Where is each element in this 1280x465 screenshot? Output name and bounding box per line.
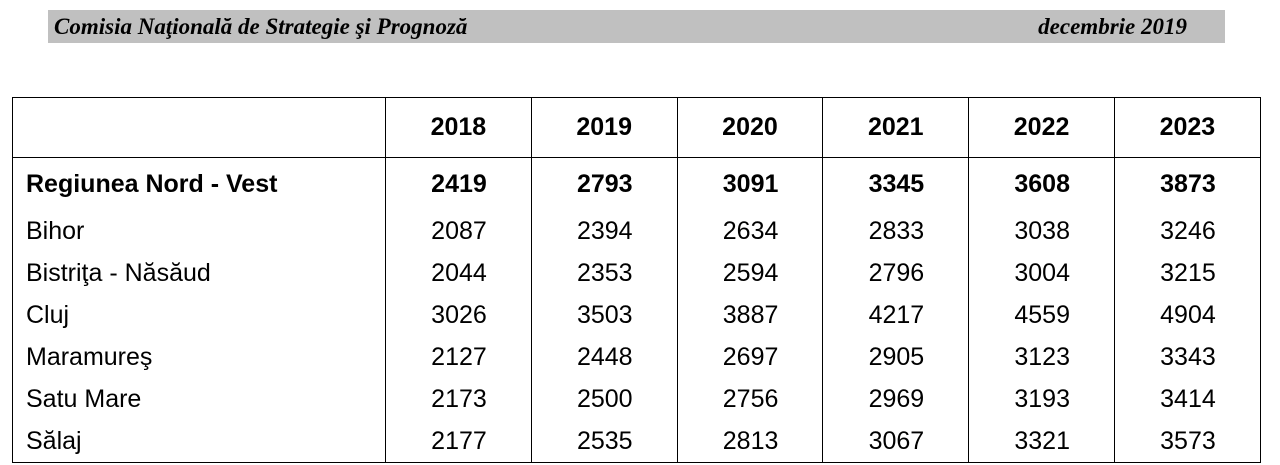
cell-value: 2833	[822, 210, 970, 252]
cell-value: 3067	[822, 420, 970, 463]
cell-value: 2535	[531, 420, 678, 463]
cell-value: 3123	[968, 336, 1115, 378]
table-row: Bistriţa - Năsăud 2044 2353 2594 2796 30…	[12, 252, 1261, 294]
cell-value: 3573	[1114, 420, 1261, 463]
row-label: Bistriţa - Năsăud	[12, 252, 386, 294]
cell-value: 4904	[1114, 294, 1261, 336]
cell-value: 2756	[677, 378, 824, 420]
table-row: Sălaj 2177 2535 2813 3067 3321 3573	[12, 420, 1261, 463]
cell-value: 2500	[531, 378, 678, 420]
table-row: Satu Mare 2173 2500 2756 2969 3193 3414	[12, 378, 1261, 420]
cell-value: 2394	[531, 210, 678, 252]
row-label: Satu Mare	[12, 378, 386, 420]
cell-value: 2796	[822, 252, 970, 294]
table-row: Bihor 2087 2394 2634 2833 3038 3246	[12, 210, 1261, 252]
row-label: Bihor	[12, 210, 386, 252]
cell-value: 2813	[677, 420, 824, 463]
header-cell-year: 2018	[385, 97, 532, 158]
cell-value: 2594	[677, 252, 824, 294]
cell-value: 4559	[968, 294, 1115, 336]
cell-value: 4217	[822, 294, 970, 336]
header-cell-empty	[12, 97, 386, 158]
cell-value: 3503	[531, 294, 678, 336]
cell-value: 3414	[1114, 378, 1261, 420]
cell-value: 2969	[822, 378, 970, 420]
table-row: Cluj 3026 3503 3887 4217 4559 4904	[12, 294, 1261, 336]
cell-value: 2419	[385, 157, 532, 210]
cell-value: 2448	[531, 336, 678, 378]
cell-value: 3343	[1114, 336, 1261, 378]
data-table: 2018 2019 2020 2021 2022 2023 Regiunea N…	[12, 97, 1261, 463]
header-row: 2018 2019 2020 2021 2022 2023	[12, 97, 1261, 158]
header-cell-year: 2022	[968, 97, 1115, 158]
cell-value: 2905	[822, 336, 970, 378]
cell-value: 3026	[385, 294, 532, 336]
cell-value: 3887	[677, 294, 824, 336]
cell-value: 2697	[677, 336, 824, 378]
cell-value: 2793	[531, 157, 678, 210]
header-cell-year: 2019	[530, 97, 678, 158]
cell-value: 2044	[385, 252, 532, 294]
report-date: decembrie 2019	[1038, 14, 1187, 39]
row-label: Maramureş	[12, 336, 386, 378]
cell-value: 3873	[1114, 157, 1261, 210]
row-label: Sălaj	[12, 420, 386, 463]
cell-value: 3038	[968, 210, 1115, 252]
cell-value: 2173	[385, 378, 532, 420]
table-row: Regiunea Nord - Vest 2419 2793 3091 3345…	[12, 157, 1261, 210]
cell-value: 2177	[385, 420, 532, 463]
row-label: Cluj	[12, 294, 386, 336]
header-bar: Comisia Naţională de Strategie şi Progno…	[48, 10, 1225, 43]
cell-value: 2127	[385, 336, 532, 378]
cell-value: 3193	[968, 378, 1115, 420]
header-cell-year: 2023	[1113, 97, 1261, 158]
table-row: Maramureş 2127 2448 2697 2905 3123 3343	[12, 336, 1261, 378]
cell-value: 2634	[677, 210, 824, 252]
cell-value: 3345	[822, 157, 970, 210]
row-label: Regiunea Nord - Vest	[12, 157, 386, 210]
header-cell-year: 2020	[676, 97, 824, 158]
cell-value: 3215	[1114, 252, 1261, 294]
header-cell-year: 2021	[822, 97, 970, 158]
cell-value: 3246	[1114, 210, 1261, 252]
cell-value: 3608	[968, 157, 1115, 210]
cell-value: 2087	[385, 210, 532, 252]
cell-value: 3004	[968, 252, 1115, 294]
cell-value: 3321	[968, 420, 1115, 463]
institution-title: Comisia Naţională de Strategie şi Progno…	[54, 14, 468, 39]
cell-value: 3091	[677, 157, 824, 210]
cell-value: 2353	[531, 252, 678, 294]
